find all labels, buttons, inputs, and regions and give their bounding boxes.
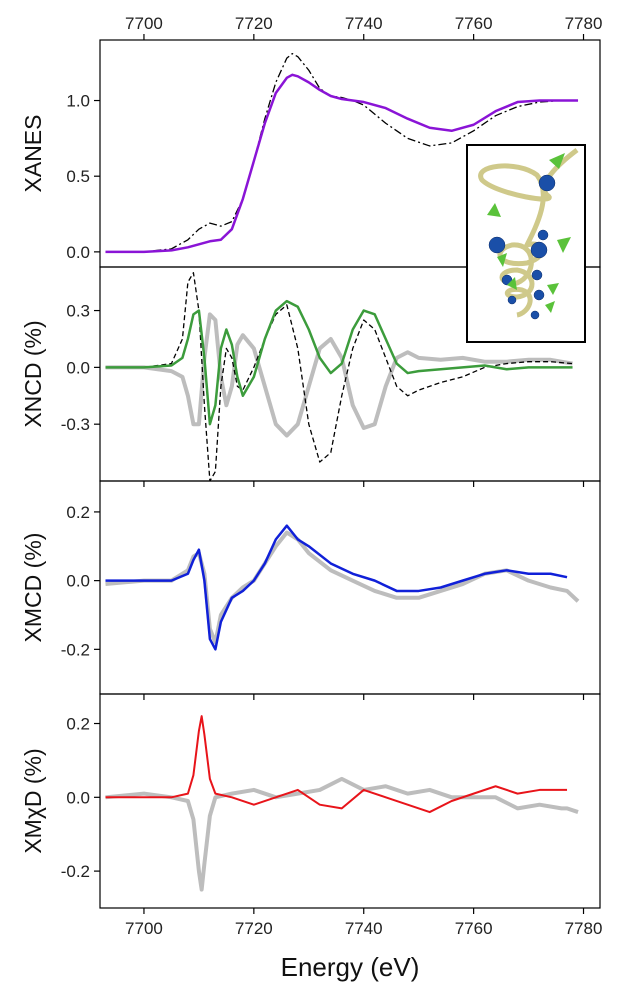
series-line bbox=[105, 715, 568, 814]
series-line bbox=[105, 73, 579, 254]
inset bbox=[466, 144, 586, 343]
y-tick-label: 1.0 bbox=[66, 92, 90, 111]
panel: -0.2 0.0 0.2 XMCD (%) bbox=[20, 480, 601, 700]
panel: 0.0 0.5 1.0 7700 7720 7740 7760 7780 XANES bbox=[20, 14, 603, 268]
y-tick-label: 0.5 bbox=[66, 167, 90, 186]
y-tick-label: 0.0 bbox=[66, 358, 90, 377]
x-axis-label: Energy (eV) bbox=[281, 952, 420, 982]
y-tick-label: -0.2 bbox=[61, 862, 90, 881]
x-tick-label: 7760 bbox=[455, 14, 493, 33]
y-axis-label: XMCD (%) bbox=[20, 533, 46, 643]
y-axis-label: XANES bbox=[20, 115, 46, 193]
x-tick-label: 7720 bbox=[235, 14, 273, 33]
frame bbox=[99, 693, 601, 909]
spiral bbox=[478, 148, 579, 318]
x-tick-label: 7780 bbox=[565, 14, 603, 33]
arrows bbox=[487, 153, 571, 313]
y-tick-label: 0.0 bbox=[66, 572, 90, 591]
plots: 0.0 0.5 1.0 7700 7720 7740 7760 7780 XANES -0.3 0.… bbox=[20, 14, 602, 982]
y-tick-label: 0.2 bbox=[66, 503, 90, 522]
x-tick-label: 7720 bbox=[235, 919, 273, 938]
y-axis-label: XMχD (%) bbox=[20, 748, 46, 853]
y-tick-label: 0.2 bbox=[66, 715, 90, 734]
y-tick-label: -0.2 bbox=[61, 640, 90, 659]
y-tick-label: -0.3 bbox=[61, 415, 90, 434]
y-tick-label: 0.0 bbox=[66, 788, 90, 807]
series-line bbox=[105, 52, 579, 253]
y-tick-label: 0.0 bbox=[66, 243, 90, 262]
panel: -0.3 0.0 0.3 XNCD (%) bbox=[20, 266, 601, 487]
panel: -0.2 0.0 0.2 7700 7720 7740 7760 7780 XMχD (%) En… bbox=[20, 693, 603, 982]
x-tick-label: 7700 bbox=[125, 14, 163, 33]
y-axis-label: XNCD (%) bbox=[20, 320, 46, 427]
frame bbox=[99, 480, 601, 695]
series-line bbox=[105, 524, 568, 651]
series-line bbox=[105, 312, 573, 438]
x-tick-label: 7740 bbox=[345, 14, 383, 33]
x-tick-label: 7780 bbox=[565, 919, 603, 938]
x-tick-label: 7700 bbox=[125, 919, 163, 938]
series-line bbox=[105, 530, 580, 645]
series-line bbox=[105, 299, 573, 426]
y-tick-label: 0.3 bbox=[66, 302, 90, 321]
series-line bbox=[105, 776, 579, 892]
series-line bbox=[105, 272, 573, 481]
x-tick-label: 7740 bbox=[345, 919, 383, 938]
x-tick-label: 7760 bbox=[455, 919, 493, 938]
